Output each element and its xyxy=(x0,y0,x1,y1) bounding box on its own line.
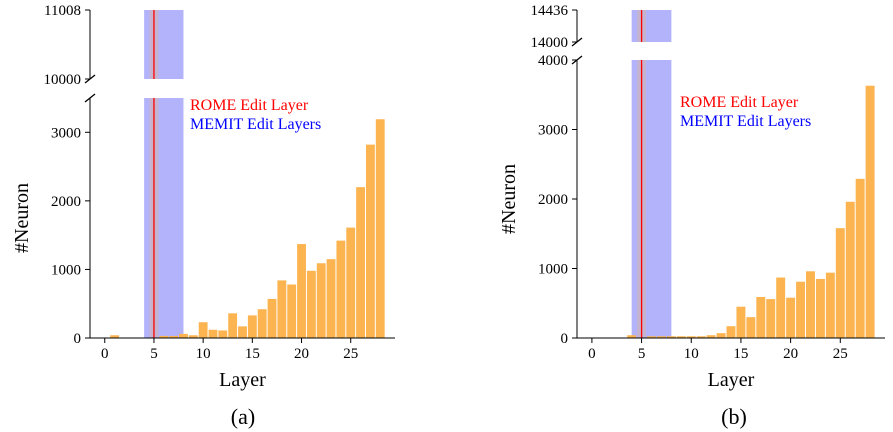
bar xyxy=(198,322,208,338)
x-tick-label: 20 xyxy=(783,346,798,362)
bar xyxy=(287,284,297,338)
bar xyxy=(306,270,316,338)
legend-entry: ROME Edit Layer xyxy=(680,94,799,111)
bar xyxy=(316,263,326,338)
bar xyxy=(676,336,686,338)
bar xyxy=(716,333,726,338)
memit-span-lower xyxy=(144,98,184,338)
x-tick-label: 15 xyxy=(245,346,260,362)
memit-span-upper xyxy=(144,10,184,79)
memit-span-lower xyxy=(631,60,672,338)
bar xyxy=(110,335,120,338)
y-tick-label: 2000 xyxy=(51,194,81,210)
y-tick-label: 4000 xyxy=(538,53,568,69)
x-tick-label: 0 xyxy=(101,346,109,362)
x-tick-label: 15 xyxy=(733,346,748,362)
bar xyxy=(228,313,238,338)
x-tick-label: 10 xyxy=(684,346,699,362)
bar xyxy=(865,85,875,338)
axis-break-mark xyxy=(84,93,96,103)
chart-panel-2: 0 5 10 15 20 25 0 1000 2000 3000 4000 14000 14436 Lay… xyxy=(498,3,885,429)
y-tick-label: 11008 xyxy=(44,3,81,19)
bar xyxy=(159,335,169,338)
bar xyxy=(365,144,375,338)
x-tick-label: 25 xyxy=(833,346,848,362)
x-axis-label: Layer xyxy=(219,369,266,391)
y-tick-label: 2000 xyxy=(538,192,568,208)
x-tick-label: 0 xyxy=(588,346,596,362)
bar xyxy=(786,297,796,338)
legend-entry: MEMIT Edit Layers xyxy=(190,116,321,133)
bar xyxy=(336,240,346,338)
bar xyxy=(686,336,696,338)
y-tick-label: 3000 xyxy=(51,125,81,141)
bar xyxy=(179,333,188,338)
x-tick-label: 10 xyxy=(196,346,211,362)
bar xyxy=(188,335,198,338)
bar xyxy=(169,335,179,338)
x-axis-label: Layer xyxy=(708,369,755,391)
x-tick-label: 5 xyxy=(150,346,158,362)
chart-panel-1: 0 5 10 15 20 25 0 1000 2000 3000 10000 11008 Layer #N… xyxy=(11,3,395,429)
bar xyxy=(346,227,356,338)
y-axis-label: #Neuron xyxy=(498,164,520,234)
y-tick-label: 1000 xyxy=(538,262,568,278)
y-tick-label: 0 xyxy=(74,331,82,347)
bar xyxy=(815,278,825,338)
y-tick-label: 1000 xyxy=(51,262,81,278)
bar xyxy=(247,315,257,338)
bar xyxy=(746,317,756,338)
bar xyxy=(706,335,716,338)
bar xyxy=(647,336,656,338)
bar xyxy=(825,272,835,338)
bar xyxy=(375,119,385,338)
bar xyxy=(835,228,845,338)
bar xyxy=(627,335,637,338)
y-tick-label: 0 xyxy=(561,331,569,347)
bar xyxy=(277,280,287,338)
bar xyxy=(736,306,746,338)
bar xyxy=(666,336,676,338)
bar xyxy=(218,330,228,338)
bar xyxy=(696,336,706,338)
bar xyxy=(238,326,247,338)
legend-entry: MEMIT Edit Layers xyxy=(680,113,811,130)
memit-span-upper xyxy=(631,10,672,42)
bar xyxy=(356,187,365,338)
legend-entry: ROME Edit Layer xyxy=(190,97,309,114)
bar xyxy=(726,326,736,338)
bar xyxy=(656,336,666,338)
bar xyxy=(855,178,865,338)
panel-caption: (b) xyxy=(721,404,747,429)
bar xyxy=(806,271,815,338)
bar xyxy=(326,259,336,338)
y-axis-label: #Neuron xyxy=(11,183,33,253)
x-tick-label: 25 xyxy=(343,346,358,362)
bar xyxy=(267,298,277,338)
bar xyxy=(297,244,306,338)
x-tick-label: 20 xyxy=(294,346,309,362)
bar xyxy=(796,281,806,338)
bar xyxy=(766,299,776,338)
y-tick-label: 14436 xyxy=(531,3,569,19)
bar xyxy=(776,277,786,338)
bar xyxy=(845,201,855,338)
y-tick-label: 10000 xyxy=(44,72,82,88)
y-tick-label: 3000 xyxy=(538,123,568,139)
y-tick-label: 14000 xyxy=(531,35,569,51)
bar xyxy=(756,296,766,338)
bar xyxy=(257,309,267,338)
x-tick-label: 5 xyxy=(638,346,646,362)
panel-caption: (a) xyxy=(231,404,255,429)
bar xyxy=(208,329,218,338)
